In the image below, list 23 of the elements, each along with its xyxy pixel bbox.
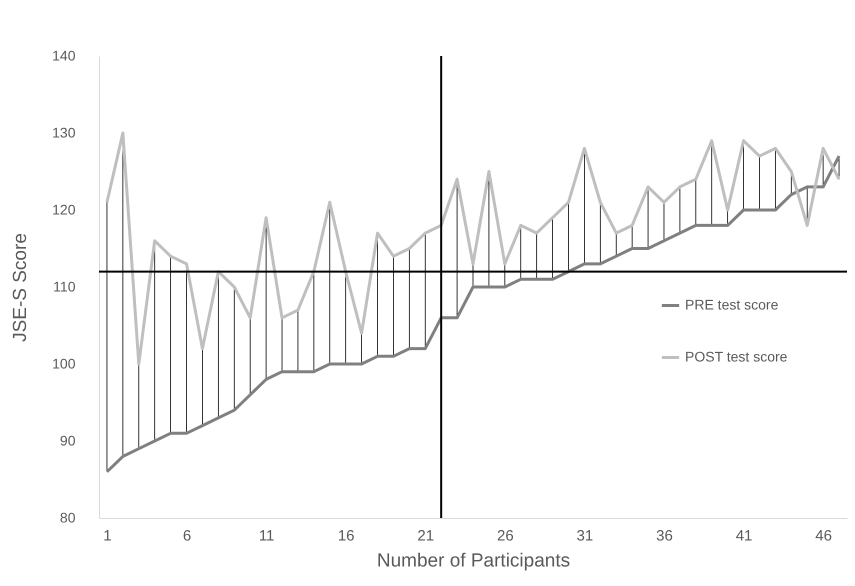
y-tick-label: 100 bbox=[52, 356, 76, 372]
y-tick-label: 110 bbox=[53, 278, 76, 294]
x-tick-label: 46 bbox=[815, 528, 832, 544]
x-tick-label: 1 bbox=[103, 528, 112, 544]
y-tick-label: 140 bbox=[52, 48, 76, 64]
y-tick-label: 90 bbox=[60, 432, 76, 448]
x-tick-label: 21 bbox=[417, 528, 434, 544]
y-tick-label: 130 bbox=[52, 124, 76, 140]
x-tick-label: 36 bbox=[656, 528, 673, 544]
y-tick-label: 80 bbox=[60, 510, 76, 526]
x-tick-label: 16 bbox=[338, 528, 355, 544]
y-tick-label: 120 bbox=[52, 202, 76, 218]
x-tick-label: 41 bbox=[736, 528, 752, 544]
x-tick-label: 26 bbox=[496, 528, 514, 544]
x-tick-label: 6 bbox=[182, 528, 192, 544]
x-axis-title: Number of Participants bbox=[376, 550, 570, 572]
line-series bbox=[105, 154, 841, 474]
x-tick-label: 11 bbox=[258, 528, 274, 544]
line-series bbox=[105, 132, 841, 366]
legend-label: PRE test score bbox=[685, 296, 779, 312]
x-tick-label: 31 bbox=[576, 528, 594, 544]
y-axis-title: JSE-S Score bbox=[10, 233, 32, 342]
legend-label: POST test score bbox=[685, 348, 788, 364]
